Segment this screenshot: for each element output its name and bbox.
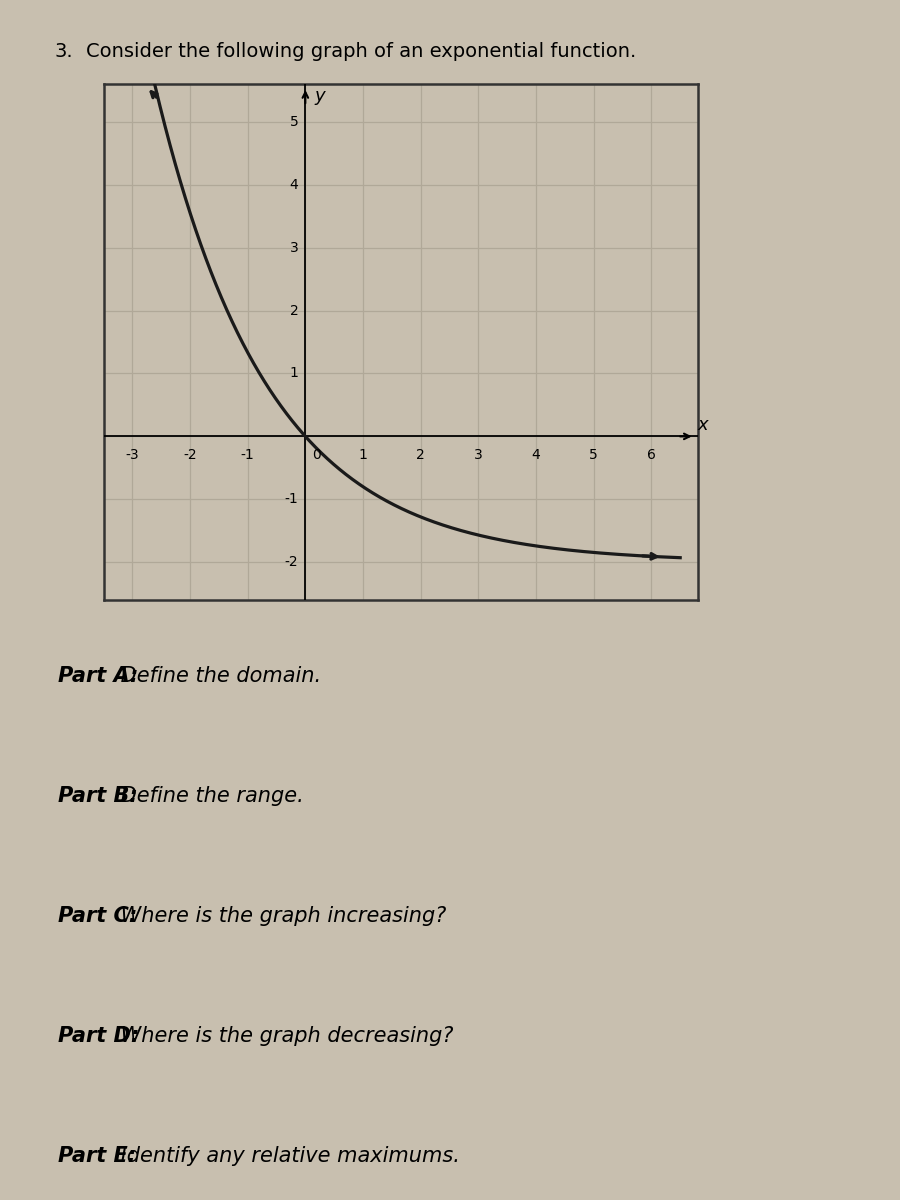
Text: 4: 4 (290, 178, 299, 192)
Text: -1: -1 (241, 448, 255, 462)
Text: 3.: 3. (54, 42, 73, 61)
Text: -1: -1 (284, 492, 299, 506)
Text: y: y (314, 88, 325, 106)
Text: -3: -3 (125, 448, 140, 462)
Text: Identify any relative maximums.: Identify any relative maximums. (114, 1146, 460, 1166)
Text: 4: 4 (532, 448, 540, 462)
Text: -2: -2 (284, 556, 299, 569)
Text: -2: -2 (184, 448, 197, 462)
Text: 0: 0 (312, 448, 321, 462)
Text: Part E:: Part E: (58, 1146, 137, 1166)
Text: 1: 1 (290, 366, 299, 380)
Text: 3: 3 (474, 448, 482, 462)
Text: 5: 5 (290, 115, 299, 128)
Text: x: x (698, 416, 708, 434)
Text: Part D:: Part D: (58, 1026, 140, 1046)
Text: 6: 6 (647, 448, 656, 462)
Text: 2: 2 (290, 304, 299, 318)
Text: Where is the graph increasing?: Where is the graph increasing? (114, 906, 446, 926)
Text: Part B:: Part B: (58, 786, 139, 806)
Text: Consider the following graph of an exponential function.: Consider the following graph of an expon… (86, 42, 635, 61)
Text: Define the domain.: Define the domain. (114, 666, 321, 686)
Text: 2: 2 (417, 448, 425, 462)
Text: 3: 3 (290, 241, 299, 254)
Text: Part C:: Part C: (58, 906, 138, 926)
Text: Part A:: Part A: (58, 666, 139, 686)
Text: 1: 1 (358, 448, 367, 462)
Text: Where is the graph decreasing?: Where is the graph decreasing? (114, 1026, 454, 1046)
Text: 5: 5 (590, 448, 598, 462)
Text: Define the range.: Define the range. (114, 786, 303, 806)
